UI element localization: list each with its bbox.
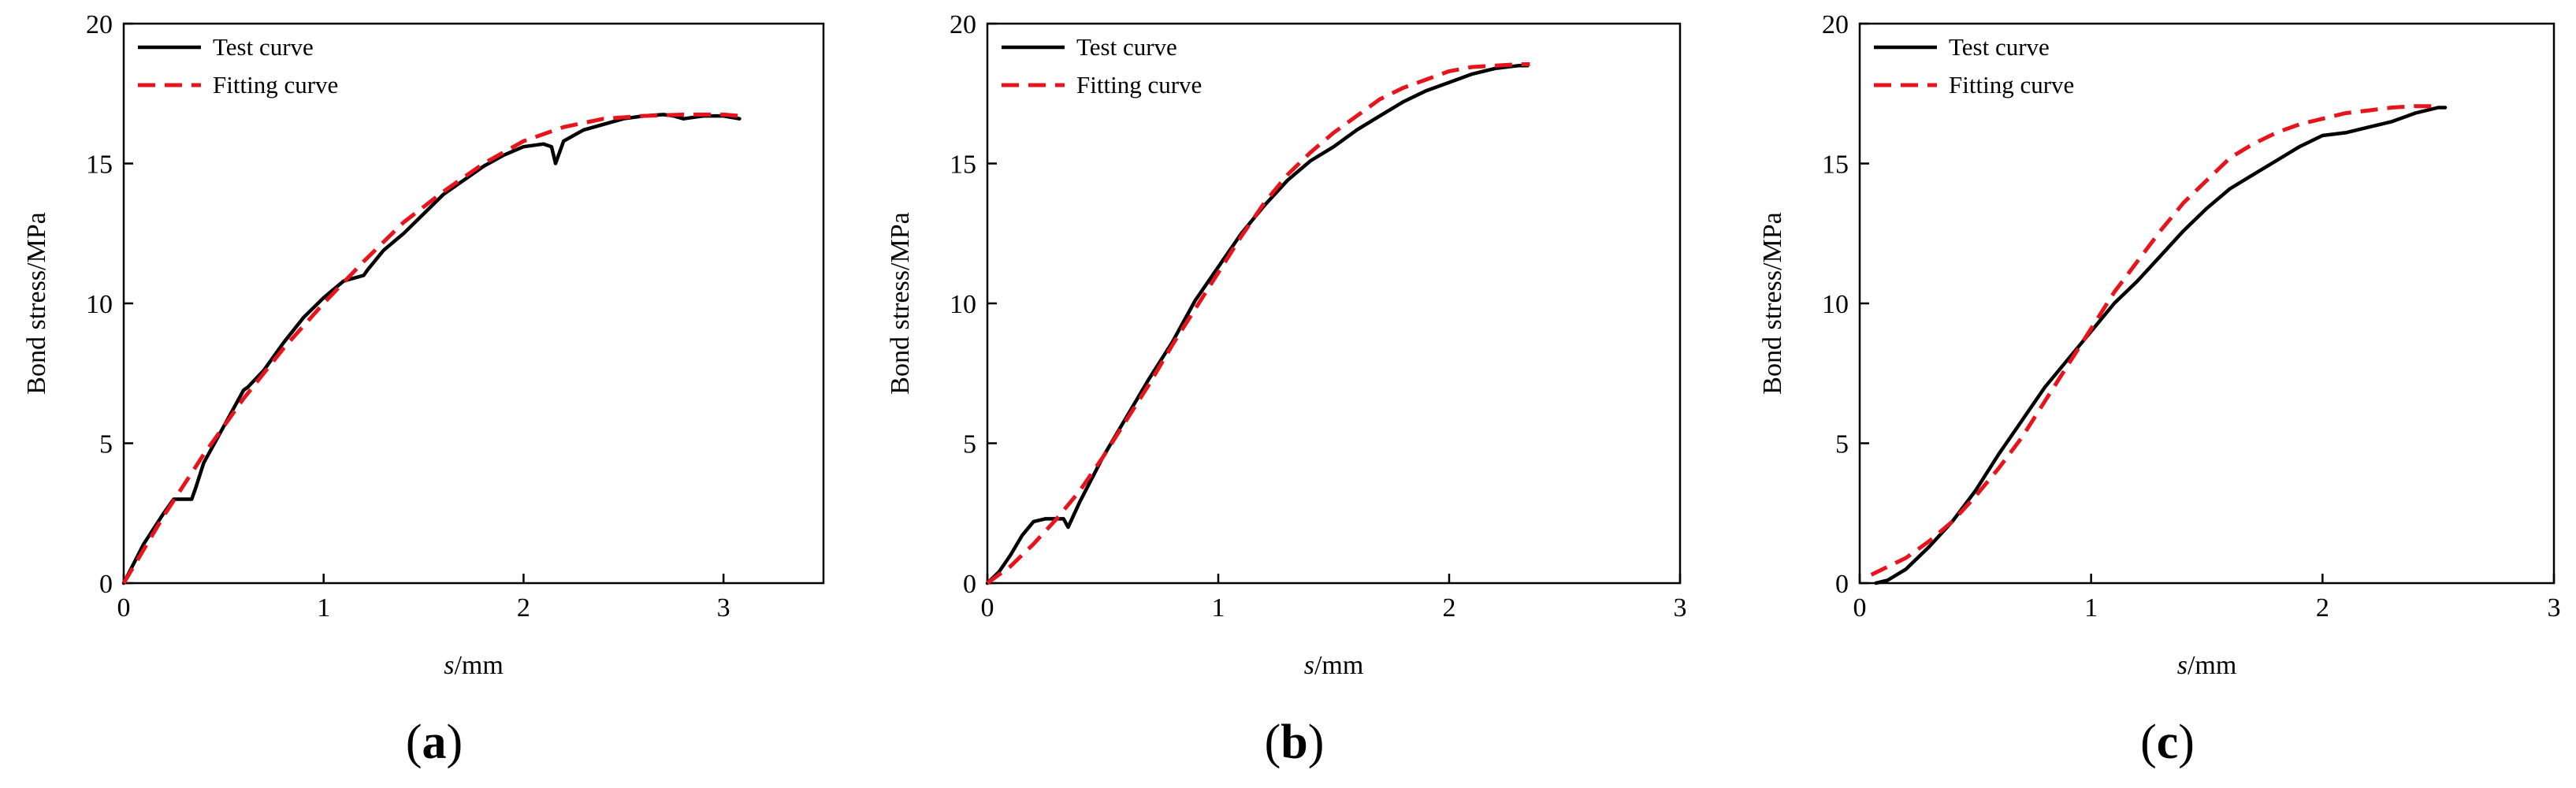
x-tick-label: 2 [1443,593,1456,623]
fitting-curve-line [121,112,740,585]
y-axis-title: Bond stress/MPa [22,212,51,394]
test-curve-line [121,113,742,585]
x-tick-label: 1 [2084,593,2098,623]
test-curve-line [985,64,1530,585]
y-tick-label: 20 [1822,10,1849,39]
x-tick-label: 2 [2316,593,2329,623]
plot-frame [122,22,825,585]
panel-letter: c [2157,716,2179,769]
panel-label: (a) [406,716,463,769]
x-tick-label: 0 [981,593,994,623]
panel-letter: a [422,716,447,769]
x-axis-title: s/mm [2177,651,2237,680]
y-tick-label: 15 [950,151,976,180]
y-tick-label: 0 [1835,570,1849,599]
x-axis-title-italic: s [1304,651,1314,680]
x-axis-title-italic: s [2177,651,2188,680]
legend-fit-label: Fitting curve [1076,71,1202,98]
y-tick-label: 5 [99,430,113,459]
x-axis-title: s/mm [1304,651,1364,680]
x-tick-label: 1 [317,593,330,623]
panel-label: (c) [2140,716,2195,769]
legend-test-label: Test curve [1076,33,1177,61]
chart-panel-a: 0 1 2 3 0 5 10 15 20 s/mm Bond stress/MPa Test curv… [22,10,825,769]
y-tick-label: 0 [963,570,976,599]
legend-fit-label: Fitting curve [213,71,338,98]
chart-panel-c: 0 1 2 3 0 5 10 15 20 s/mm Bond stress/MPa Test curv… [1758,10,2561,769]
y-tick-label: 20 [950,10,976,39]
x-axis-title-unit: /mm [2188,651,2236,680]
legend-fit-label: Fitting curve [1949,71,2074,98]
x-axis-title-italic: s [444,651,454,680]
x-axis-title-unit: /mm [1314,651,1363,680]
panel-letter: b [1281,716,1307,769]
x-tick-label: 0 [117,593,131,623]
chart-panel-b: 0 1 2 3 0 5 10 15 20 s/mm Bond stress/MPa Test curv… [886,10,1687,769]
y-tick-label: 10 [1822,290,1849,319]
legend-test-label: Test curve [1949,33,2050,61]
x-tick-label: 3 [1674,593,1687,623]
y-axis-title: Bond stress/MPa [886,212,915,394]
x-axis-title: s/mm [444,651,504,680]
legend-test-label: Test curve [213,33,314,61]
plot-frame [1858,22,2556,585]
x-tick-label: 2 [517,593,530,623]
x-tick-label: 0 [1853,593,1867,623]
y-tick-label: 5 [963,430,976,459]
x-tick-label: 3 [717,593,730,623]
y-tick-label: 20 [86,10,113,39]
y-tick-label: 15 [1822,151,1849,180]
x-tick-label: 3 [2548,593,2561,623]
y-tick-label: 10 [950,290,976,319]
y-axis-title: Bond stress/MPa [1758,212,1787,394]
panel-label: (b) [1265,716,1325,769]
x-axis-title-unit: /mm [454,651,503,680]
y-tick-label: 0 [99,570,113,599]
y-tick-label: 15 [86,151,113,180]
fitting-curve-line [986,62,1530,585]
y-tick-label: 5 [1835,430,1849,459]
plot-frame [986,22,1682,585]
fitting-curve-line [1870,104,2439,577]
x-tick-label: 1 [1212,593,1225,623]
y-tick-label: 10 [86,290,113,319]
